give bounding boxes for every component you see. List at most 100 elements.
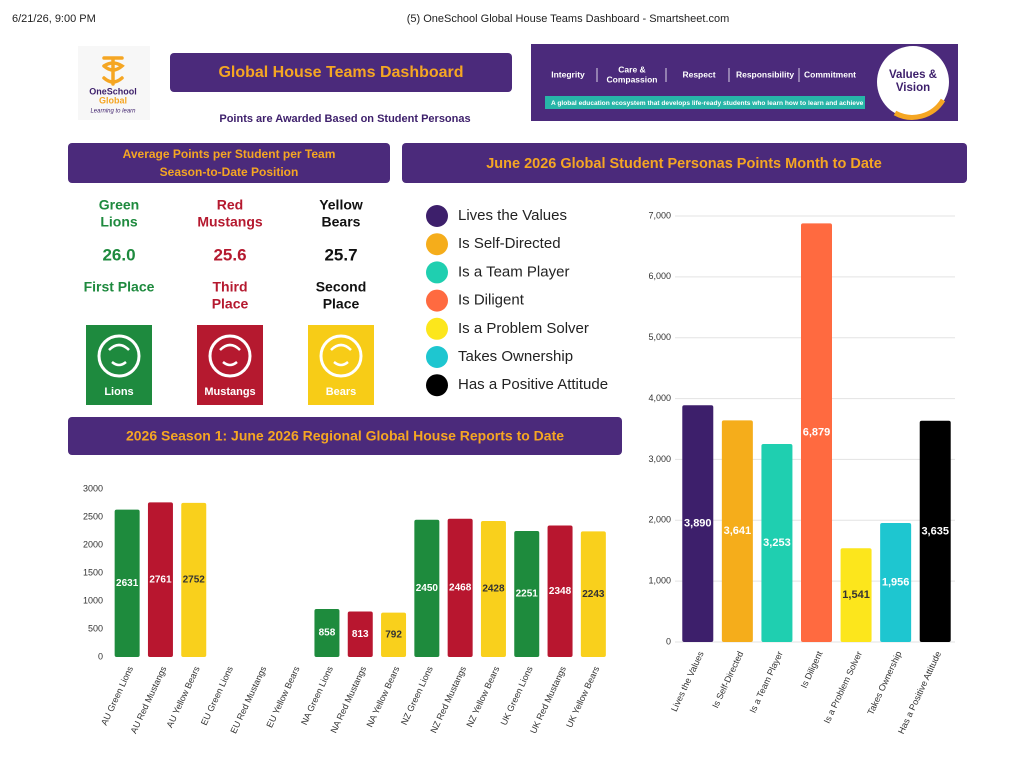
bar	[347, 611, 373, 657]
value-label: 2631	[116, 578, 139, 589]
page-title: (5) OneSchool Global House Teams Dashboa…	[407, 13, 730, 25]
bar	[840, 548, 872, 642]
y-tick-label: 1500	[83, 567, 103, 577]
x-tick-label: Takes Ownership	[865, 650, 903, 717]
team-icon	[319, 334, 363, 378]
y-tick-label: 2,000	[648, 515, 671, 525]
team-position: Place	[323, 296, 360, 312]
value-label: 858	[319, 628, 336, 639]
chart-title: June 2026 Global Student Personas Points…	[486, 156, 882, 172]
dashboard-title: Global House Teams Dashboard	[218, 64, 463, 81]
logo: OneSchool Global Learning to learn	[78, 46, 150, 120]
badge-arc	[893, 98, 946, 120]
bar	[801, 223, 832, 642]
legend-label: Is a Problem Solver	[458, 320, 589, 337]
value-label: 813	[352, 629, 369, 640]
value-label: 3,253	[763, 537, 791, 549]
value-label: 3,635	[921, 525, 949, 537]
bar	[682, 405, 714, 642]
team-icon	[219, 343, 241, 367]
banner-value: Respect	[682, 69, 715, 79]
legend-label: Takes Ownership	[458, 348, 573, 365]
banner-value: Care &	[618, 64, 645, 74]
team-icon	[108, 343, 130, 367]
legend-swatch	[426, 317, 448, 340]
value-label: 2251	[516, 589, 539, 600]
team-score: 26.0	[102, 245, 135, 264]
logo-tagline: Learning to learn	[90, 109, 136, 115]
bar	[181, 502, 207, 657]
team-position: First Place	[84, 279, 155, 295]
y-tick-label: 0	[98, 651, 103, 661]
x-tick-label: EU Yellow Bears	[264, 664, 301, 729]
badge	[877, 46, 949, 118]
legend-label: Is a Team Player	[458, 263, 569, 280]
x-tick-label: UK Yellow Bears	[564, 664, 601, 729]
team-tile-label: Bears	[326, 386, 357, 398]
chart-title: 2026 Season 1: June 2026 Regional Global…	[126, 428, 564, 444]
standings-title: Average Points per Student per Team	[123, 147, 336, 161]
team-name: Mustangs	[197, 214, 263, 230]
banner-value: Commitment	[804, 69, 856, 79]
bar	[880, 522, 912, 642]
legend-swatch	[426, 374, 448, 397]
bar	[580, 531, 606, 657]
x-tick-label: Is Diligent	[799, 649, 825, 689]
bar	[547, 525, 573, 657]
x-tick-label: Has a Positive Attitude	[896, 650, 943, 736]
logo-name: Global	[99, 95, 127, 105]
team-tile-label: Lions	[104, 386, 133, 398]
legend-swatch	[426, 261, 448, 284]
legend-swatch	[426, 289, 448, 312]
y-tick-label: 6,000	[648, 271, 671, 281]
x-tick-label: NZ Red Mustangs	[428, 664, 468, 734]
value-label: 2348	[549, 586, 572, 597]
bar	[514, 530, 540, 657]
bar	[314, 608, 340, 657]
y-tick-label: 7,000	[648, 210, 671, 220]
team-position: Second	[316, 279, 367, 295]
bar	[447, 518, 473, 657]
badge-text: Values &	[889, 69, 937, 81]
value-label: 3,890	[684, 518, 712, 530]
x-tick-label: Is Self-Directed	[710, 650, 745, 710]
x-tick-label: EU Red Mustangs	[228, 664, 268, 735]
banner-value: Responsibility	[736, 69, 794, 79]
team-name: Lions	[100, 214, 138, 230]
x-tick-label: EU Green Lions	[199, 664, 235, 727]
banner-tagline-bg	[545, 96, 865, 109]
y-tick-label: 2000	[83, 539, 103, 549]
bar	[761, 444, 793, 642]
bar	[919, 420, 951, 642]
logo-name: OneSchool	[89, 86, 137, 96]
banner-tagline: A global education ecosystem that develo…	[551, 100, 864, 107]
value-label: 1,956	[882, 576, 910, 588]
team-icon	[97, 334, 141, 378]
team-name: Bears	[322, 214, 361, 230]
logo-icon	[102, 56, 125, 86]
legend-label: Is Self-Directed	[458, 235, 561, 252]
team-score: 25.7	[324, 245, 357, 264]
bar	[147, 502, 173, 657]
value-label: 2243	[582, 589, 605, 600]
x-tick-label: NZ Yellow Bears	[464, 664, 501, 729]
team-name: Red	[217, 197, 243, 213]
legend-swatch	[426, 205, 448, 227]
standings-title: Season-to-Date Position	[160, 165, 299, 179]
values-banner: A global education ecosystem that develo…	[531, 44, 958, 121]
legend-swatch	[426, 233, 448, 256]
y-tick-label: 500	[88, 623, 103, 633]
banner-value: Compassion	[606, 74, 657, 84]
value-label: 792	[385, 629, 402, 640]
bar	[721, 420, 753, 642]
timestamp: 6/21/26, 9:00 PM	[12, 13, 96, 25]
y-tick-label: 1000	[83, 595, 103, 605]
x-tick-label: AU Green Lions	[99, 664, 135, 727]
x-tick-label: Lives the Values	[669, 649, 706, 713]
team-icon	[208, 334, 252, 378]
y-tick-label: 3,000	[648, 454, 671, 464]
bar	[480, 521, 506, 657]
x-tick-label: AU Yellow Bears	[165, 664, 202, 729]
